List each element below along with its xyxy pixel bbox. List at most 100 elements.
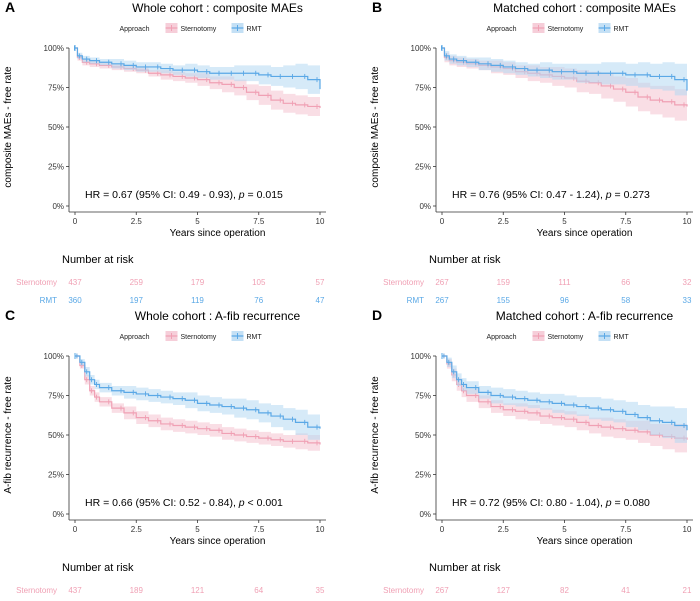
y-tick-label: 100% — [411, 352, 431, 361]
risk-value: 57 — [316, 278, 325, 287]
legend-label: Sternotomy — [548, 26, 584, 33]
x-tick-label: 10 — [316, 525, 325, 534]
risk-row-label: RMT — [407, 296, 424, 305]
y-tick-label: 75% — [415, 392, 431, 401]
risk-value: 159 — [497, 278, 511, 287]
x-tick-label: 0 — [73, 525, 78, 534]
risk-value: 41 — [621, 586, 630, 595]
ci-band — [75, 356, 320, 453]
risk-value: 179 — [191, 278, 205, 287]
x-tick-label: 10 — [683, 217, 692, 226]
x-axis-label: Years since operation — [537, 228, 633, 239]
panel-letter: D — [372, 307, 382, 323]
legend-label: RMT — [614, 26, 630, 33]
risk-value: 121 — [191, 586, 205, 595]
x-axis-label: Years since operation — [170, 228, 266, 239]
y-tick-label: 50% — [48, 431, 64, 440]
panel-letter: B — [372, 0, 382, 15]
risk-row-label: Sternotomy — [383, 278, 424, 287]
x-tick-label: 0 — [73, 217, 78, 226]
survival-line — [75, 355, 321, 429]
y-tick-label: 50% — [415, 123, 431, 132]
panel-a: A Whole cohort : composite MAEs Approach St… — [3, 0, 326, 305]
risk-value: 58 — [621, 296, 630, 305]
risk-value: 189 — [130, 586, 144, 595]
y-tick-label: 25% — [48, 163, 64, 172]
hr-text: HR = 0.72 (95% CI: 0.80 - 1.04), — [452, 497, 606, 509]
y-tick-label: 100% — [44, 44, 64, 53]
panel-c: C Whole cohort : A-fib recurrence Approach… — [3, 307, 326, 595]
risk-value: 437 — [68, 586, 82, 595]
legend: Approach Sternotomy RMT — [120, 23, 263, 33]
risk-table: Number at riskSternotomy267127824121RMT2… — [383, 562, 692, 595]
x-tick-label: 5 — [562, 217, 567, 226]
series-rmt — [441, 353, 688, 448]
y-tick-label: 25% — [415, 471, 431, 480]
x-axis-label: Years since operation — [537, 536, 633, 547]
risk-row-label: Sternotomy — [16, 586, 57, 595]
x-tick-label: 0 — [440, 525, 445, 534]
chart-title: Whole cohort : composite MAEs — [132, 1, 303, 15]
hr-annotation: HR = 0.72 (95% CI: 0.80 - 1.04), p = 0.0… — [452, 497, 650, 509]
x-tick-label: 2.5 — [131, 525, 143, 534]
risk-value: 33 — [683, 296, 692, 305]
hr-annotation: HR = 0.67 (95% CI: 0.49 - 0.93), p = 0.0… — [85, 189, 283, 201]
panel-d: D Matched cohort : A-fib recurrence Approa… — [370, 307, 693, 595]
p-value: = 0.273 — [612, 189, 650, 201]
p-label: p — [238, 497, 245, 509]
legend-label: Sternotomy — [548, 334, 584, 341]
risk-value: 197 — [130, 296, 144, 305]
legend: Approach Sternotomy RMT — [120, 331, 262, 341]
risk-value: 155 — [497, 296, 511, 305]
ci-band — [75, 356, 320, 443]
risk-value: 267 — [435, 586, 449, 595]
p-label: p — [238, 189, 245, 201]
legend-title: Approach — [487, 26, 517, 33]
y-axis-label: composite MAEs - free rate — [370, 66, 381, 188]
y-tick-label: 100% — [44, 352, 64, 361]
x-tick-label: 2.5 — [498, 525, 510, 534]
risk-value: 127 — [497, 586, 511, 595]
y-tick-label: 25% — [415, 163, 431, 172]
risk-value: 105 — [252, 278, 266, 287]
risk-value: 267 — [435, 296, 449, 305]
legend-label: RMT — [247, 26, 263, 33]
ci-band — [75, 48, 320, 105]
legend-label: Sternotomy — [181, 334, 217, 341]
x-tick-label: 7.5 — [253, 217, 265, 226]
hr-text: HR = 0.67 (95% CI: 0.49 - 0.93), — [85, 189, 239, 201]
y-tick-label: 50% — [48, 123, 64, 132]
x-tick-label: 5 — [195, 217, 200, 226]
legend-title: Approach — [120, 26, 150, 33]
risk-value: 21 — [683, 586, 692, 595]
legend-title: Approach — [120, 334, 150, 341]
risk-value: 64 — [254, 586, 263, 595]
risk-value: 32 — [683, 278, 692, 287]
panel-letter: A — [5, 0, 15, 15]
risk-value: 96 — [560, 296, 569, 305]
ci-band — [442, 356, 687, 448]
panel-b: B Matched cohort : composite MAEs Approach… — [370, 0, 693, 305]
risk-value: 76 — [254, 296, 263, 305]
x-tick-label: 10 — [316, 217, 325, 226]
legend-label: Sternotomy — [181, 26, 217, 33]
panel-letter: C — [5, 307, 15, 323]
x-axis-label: Years since operation — [170, 536, 266, 547]
y-tick-label: 75% — [48, 84, 64, 93]
chart-title: Whole cohort : A-fib recurrence — [135, 309, 301, 323]
x-tick-label: 2.5 — [498, 217, 510, 226]
legend-label: RMT — [614, 334, 630, 341]
y-tick-label: 50% — [415, 431, 431, 440]
hr-text: HR = 0.76 (95% CI: 0.47 - 1.24), — [452, 189, 606, 201]
risk-value: 119 — [191, 296, 204, 305]
hr-annotation: HR = 0.66 (95% CI: 0.52 - 0.84), p < 0.0… — [85, 497, 283, 509]
legend: Approach Sternotomy RMT — [487, 23, 630, 33]
y-tick-label: 0% — [52, 510, 64, 519]
y-tick-label: 0% — [52, 202, 64, 211]
x-tick-label: 7.5 — [620, 217, 632, 226]
y-tick-label: 100% — [411, 44, 431, 53]
hr-annotation: HR = 0.76 (95% CI: 0.47 - 1.24), p = 0.2… — [452, 189, 650, 201]
y-tick-label: 75% — [48, 392, 64, 401]
risk-title: Number at risk — [62, 562, 134, 574]
risk-title: Number at risk — [62, 254, 134, 266]
